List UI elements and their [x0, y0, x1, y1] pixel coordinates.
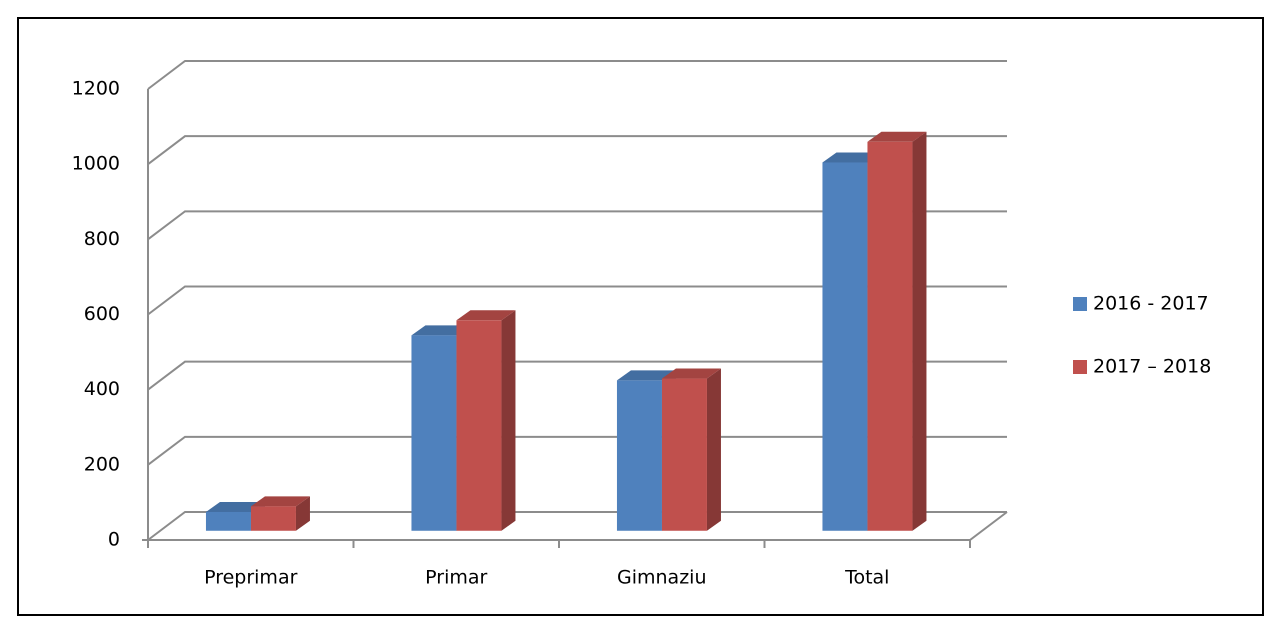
y-tick-label: 1000	[72, 153, 120, 175]
y-tick-label: 400	[84, 378, 120, 400]
x-tick-label: Gimnaziu	[617, 567, 707, 589]
grid-line	[147, 511, 1007, 541]
grid-line	[147, 210, 1007, 241]
grid-line	[147, 285, 1007, 316]
bar-top	[661, 368, 721, 379]
bar-top	[616, 370, 676, 381]
bar	[456, 320, 502, 531]
grid-line	[147, 360, 1007, 391]
y-tick-label: 800	[84, 228, 120, 250]
bar	[205, 511, 251, 531]
grid-line	[147, 135, 1007, 165]
bar-side	[501, 310, 516, 531]
bar	[250, 506, 296, 531]
bar-top	[867, 131, 927, 142]
bar	[661, 378, 707, 531]
y-tick-label: 600	[84, 303, 120, 325]
bar-top	[456, 310, 516, 321]
legend-label: 2016 - 2017	[1093, 293, 1209, 315]
bar-top	[250, 496, 310, 507]
bar	[411, 335, 457, 531]
bar-top	[822, 152, 882, 163]
legend-swatch	[1073, 360, 1087, 374]
bar-top	[205, 501, 265, 512]
bar-side	[295, 496, 310, 531]
bar-top	[411, 325, 471, 336]
x-tick-label: Preprimar	[204, 567, 298, 589]
legend-label: 2017 – 2018	[1093, 356, 1211, 378]
grid-line	[147, 435, 1007, 466]
x-tick-label: Total	[844, 567, 889, 589]
legend-swatch	[1073, 297, 1087, 311]
bar	[616, 380, 662, 531]
grid-line	[147, 60, 1007, 90]
y-tick-label: 200	[84, 453, 120, 475]
bar-side	[706, 368, 721, 531]
bar	[867, 141, 913, 531]
y-tick-label: 1200	[72, 78, 120, 100]
bar-side	[912, 131, 927, 531]
y-tick-label: 0	[108, 529, 120, 551]
bar	[822, 162, 868, 531]
x-tick-label: Primar	[425, 567, 487, 589]
